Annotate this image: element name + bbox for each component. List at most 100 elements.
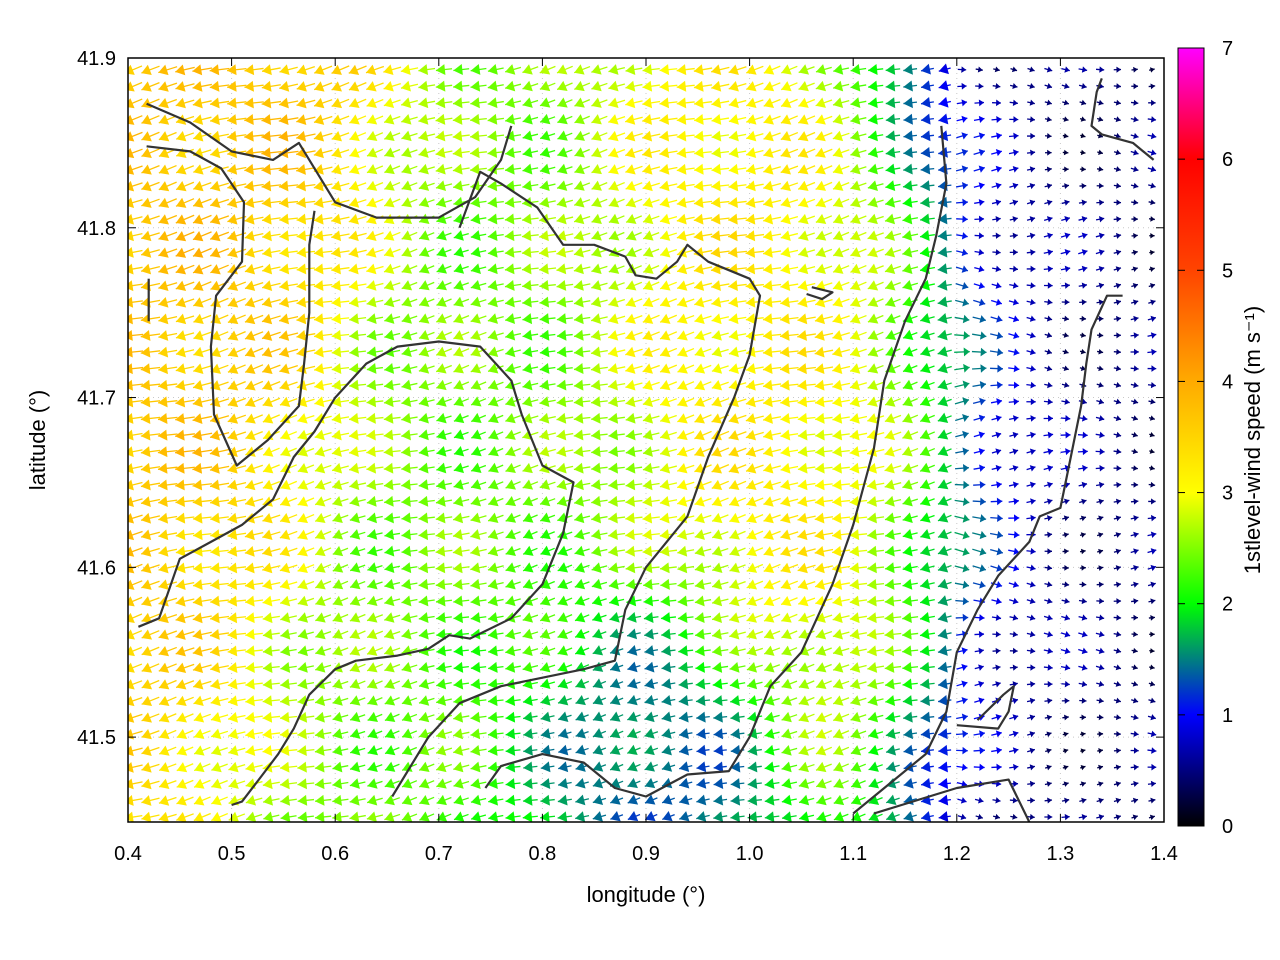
wind-vector-head	[867, 562, 877, 574]
wind-vector-head	[1098, 631, 1105, 638]
wind-vector-head	[1098, 581, 1104, 588]
wind-vector-head	[745, 446, 757, 457]
wind-vector-head	[797, 512, 808, 524]
wind-vector-head	[1116, 581, 1121, 588]
wind-vector-head	[470, 529, 481, 540]
wind-vector-head	[140, 446, 151, 458]
wind-vector-head	[194, 778, 205, 789]
wind-vector-head	[995, 681, 1001, 688]
wind-vector-head	[660, 562, 670, 574]
wind-vector-head	[937, 479, 949, 490]
wind-vector-head	[711, 463, 723, 474]
wind-vector-head	[1046, 597, 1053, 605]
wind-vector-head	[470, 678, 481, 690]
wind-vector-head	[488, 462, 499, 473]
wind-vector-head	[128, 811, 134, 822]
wind-vector-head	[902, 595, 913, 607]
wind-vector-head	[747, 711, 758, 723]
wind-vector-head	[937, 495, 949, 506]
wind-vector-head	[711, 496, 723, 507]
wind-vector-head	[644, 744, 655, 756]
wind-vector-head	[557, 612, 569, 623]
wind-vector-head	[729, 496, 740, 507]
wind-vector-head	[227, 529, 238, 541]
wind-vector-head	[193, 562, 203, 574]
wind-vector-head	[332, 778, 343, 790]
wind-vector-head	[366, 429, 376, 441]
wind-vector-head	[979, 580, 986, 589]
wind-vector-head	[1047, 548, 1053, 555]
wind-vector-head	[1046, 714, 1052, 721]
wind-vector-head	[625, 578, 636, 590]
wind-vector-head	[558, 761, 569, 773]
wind-vector-head	[128, 446, 134, 458]
wind-vector-head	[867, 462, 877, 474]
wind-vector-head	[192, 629, 203, 640]
wind-vector-head	[814, 545, 825, 557]
wind-vector-head	[384, 761, 396, 772]
wind-vector-head	[350, 529, 361, 540]
wind-vector-head	[884, 645, 895, 657]
wind-vector-head	[1046, 515, 1053, 522]
wind-vector-head	[610, 761, 621, 772]
wind-vector-head	[401, 612, 412, 623]
wind-vector-head	[979, 547, 987, 556]
wind-vector-head	[522, 479, 534, 490]
wind-vector-head	[141, 728, 152, 740]
wind-vector-head	[995, 797, 1001, 804]
wind-vector-head	[367, 562, 378, 573]
wind-vector-head	[902, 661, 912, 673]
wind-vector-head	[833, 778, 845, 789]
wind-vector-head	[332, 794, 343, 806]
wind-vector-head	[937, 661, 948, 673]
wind-vector-head	[729, 628, 740, 640]
wind-vector-head	[1150, 531, 1157, 538]
wind-vector-head	[367, 612, 378, 623]
wind-vector-head	[573, 446, 584, 457]
wind-vector-head	[192, 612, 203, 624]
wind-vector-head	[523, 711, 533, 723]
wind-vector-head	[487, 578, 498, 590]
wind-vector-head	[851, 811, 862, 822]
wind-vector-head	[263, 794, 274, 806]
wind-vector-head	[798, 612, 809, 623]
wind-vector-head	[367, 761, 378, 772]
wind-vector-head	[747, 794, 758, 806]
wind-vector-head	[1047, 448, 1054, 456]
wind-vector-head	[937, 611, 948, 623]
wind-vector-head	[418, 529, 429, 541]
wind-vector-head	[332, 678, 343, 690]
wind-vector-head	[384, 794, 395, 806]
wind-vector-head	[262, 463, 274, 474]
wind-vector-head	[815, 728, 827, 739]
wind-vector-head	[452, 562, 463, 574]
wind-vector-head	[867, 595, 877, 607]
wind-vector-head	[884, 446, 895, 457]
wind-vector-head	[995, 581, 1003, 589]
wind-vector-head	[157, 446, 168, 458]
wind-vector-head	[158, 579, 169, 590]
wind-vector-head	[128, 563, 135, 574]
wind-vector-head	[470, 495, 482, 507]
wind-vector-head	[210, 612, 220, 624]
wind-vector-head	[192, 429, 203, 441]
wind-vector-head	[1150, 648, 1155, 654]
wind-vector-head	[962, 530, 970, 540]
wind-vector-head	[297, 811, 308, 822]
wind-vector-head	[488, 645, 498, 657]
wind-vector-head	[1099, 448, 1105, 455]
wind-vector-head	[996, 481, 1002, 489]
wind-vector-head	[1081, 498, 1087, 505]
wind-vector-head	[1081, 647, 1088, 655]
wind-vector-head	[349, 479, 360, 491]
wind-vector-head	[1081, 597, 1087, 605]
wind-vector-head	[626, 595, 637, 607]
wind-vector-head	[978, 664, 984, 671]
wind-vector-head	[610, 661, 621, 672]
wind-vector-head	[315, 811, 325, 822]
wind-vector-head	[1029, 481, 1036, 489]
wind-vector-head	[643, 595, 654, 607]
wind-vector-head	[1013, 547, 1020, 555]
wind-vector-head	[920, 528, 931, 540]
wind-vector-head	[763, 579, 775, 590]
